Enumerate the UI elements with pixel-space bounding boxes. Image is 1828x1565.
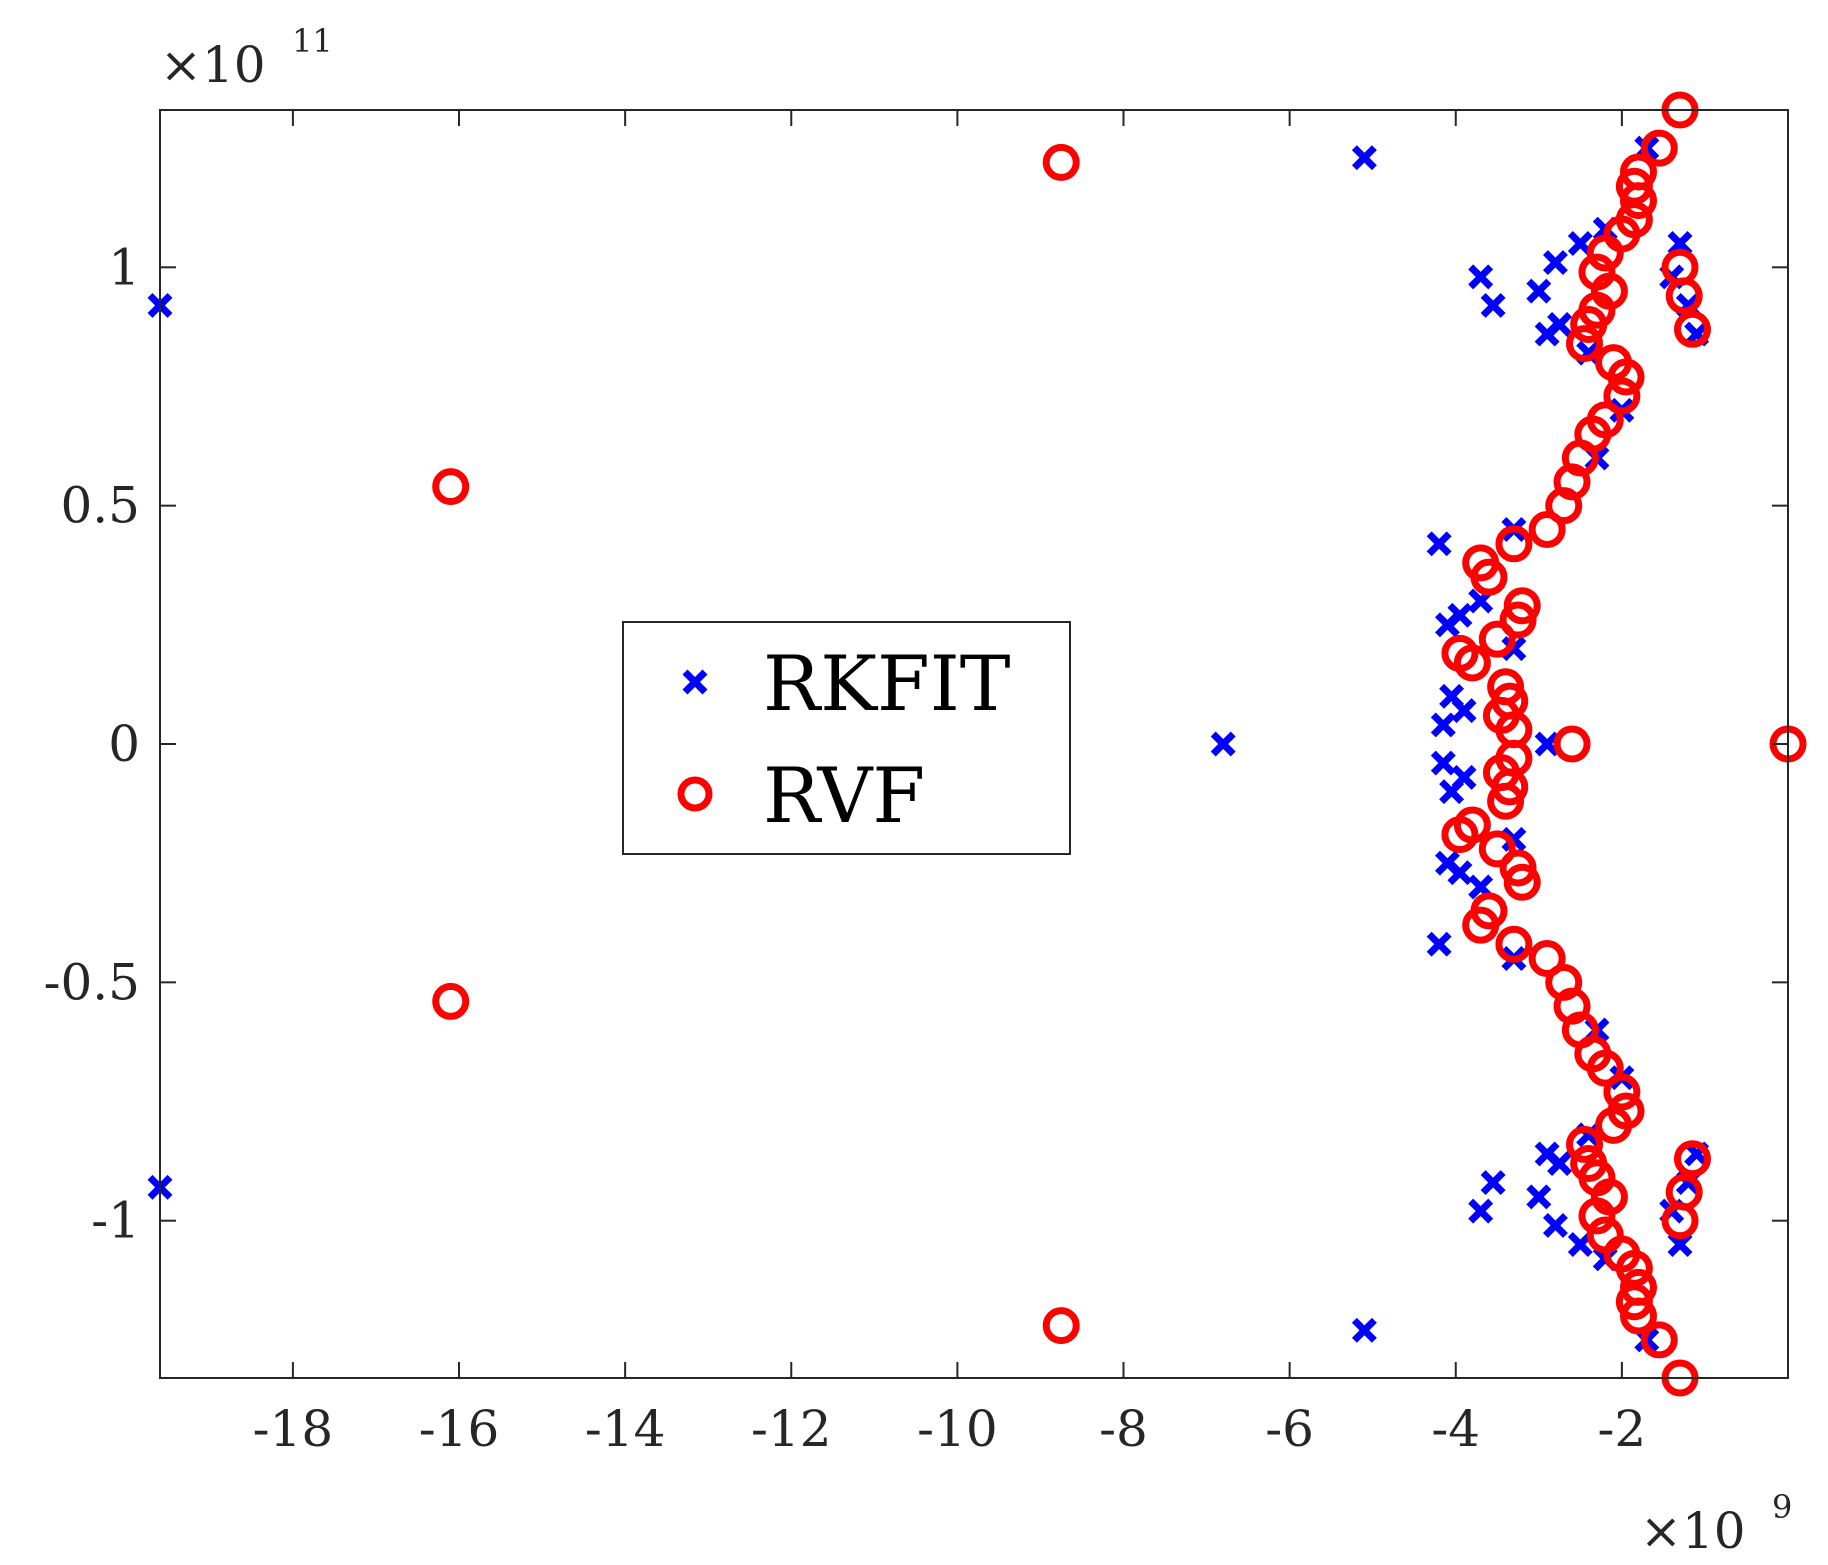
data-point-rvf xyxy=(1586,401,1624,439)
data-point-rvf xyxy=(1470,558,1508,596)
axes: -18 -16 -14 -12 -10 -8 -6 -4 -2 -1 -0.5 0 0.5 1 ×10 11 ×… xyxy=(44,22,1793,1560)
data-point-rvf xyxy=(1528,510,1566,548)
data-point-rkfit xyxy=(1501,826,1527,852)
data-point-rvf xyxy=(1595,1106,1633,1144)
x-tick-label: -8 xyxy=(1099,1400,1148,1458)
series-rvf xyxy=(432,91,1807,1397)
data-point-rkfit xyxy=(1547,312,1573,337)
x-tick-label: -6 xyxy=(1265,1400,1314,1458)
data-point-rvf xyxy=(1640,129,1678,167)
data-point-rkfit xyxy=(1447,602,1473,628)
data-point-rkfit xyxy=(1501,636,1527,662)
data-point-rvf xyxy=(1586,1049,1624,1087)
data-point-rvf xyxy=(1042,143,1080,181)
x-tick-label: -4 xyxy=(1431,1400,1480,1458)
data-point-rvf xyxy=(1619,153,1657,191)
data-point-rvf xyxy=(1673,310,1711,348)
data-point-rvf xyxy=(1495,925,1533,963)
data-point-rkfit xyxy=(1426,531,1452,557)
legend-label-rkfit: RKFIT xyxy=(763,639,1010,728)
data-point-rvf xyxy=(1042,1307,1080,1345)
x-tick-label: -2 xyxy=(1598,1400,1647,1458)
data-point-rvf xyxy=(1495,739,1533,777)
data-point-rvf xyxy=(1578,1197,1616,1235)
legend-box xyxy=(622,621,1071,855)
data-point-rkfit xyxy=(1447,860,1473,886)
data-point-rkfit xyxy=(1351,145,1377,171)
data-point-rvf xyxy=(1578,253,1616,291)
data-point-rvf xyxy=(1665,1173,1703,1211)
data-point-rkfit xyxy=(1480,292,1506,318)
data-point-rvf xyxy=(1665,277,1703,315)
data-point-rkfit xyxy=(1430,750,1456,776)
data-point-rkfit xyxy=(1542,1212,1568,1238)
data-point-rkfit xyxy=(1426,931,1452,957)
data-point-rvf xyxy=(1566,1125,1603,1163)
y-axis-multiplier-exponent: 11 xyxy=(292,22,333,60)
data-point-rkfit xyxy=(1534,731,1560,757)
y-tick-label: 0.5 xyxy=(60,477,140,535)
data-point-rvf xyxy=(1603,377,1641,415)
x-tick-label: -10 xyxy=(917,1400,998,1458)
data-point-rvf xyxy=(1640,1321,1678,1359)
data-point-rkfit xyxy=(1547,1151,1573,1176)
data-point-rkfit xyxy=(1430,712,1456,738)
data-point-rvf xyxy=(1453,644,1491,682)
y-tick-label: -0.5 xyxy=(44,953,140,1011)
data-point-rvf xyxy=(1499,849,1537,887)
data-series-layer xyxy=(147,91,1807,1397)
legend-marker-rkfit xyxy=(682,669,708,695)
legend-label-rvf: RVF xyxy=(763,751,925,840)
data-point-rvf xyxy=(1553,725,1591,763)
data-point-rvf xyxy=(1453,806,1491,844)
x-tick-label: -16 xyxy=(419,1400,500,1458)
legend: RKFIT RVF xyxy=(622,621,1071,855)
data-point-rvf xyxy=(432,982,470,1020)
y-tick-label: 1 xyxy=(108,238,140,296)
data-point-rvf xyxy=(1566,325,1603,363)
data-point-rvf xyxy=(1478,620,1516,658)
data-point-rvf xyxy=(1673,1140,1711,1178)
data-point-rvf xyxy=(432,468,470,506)
legend-marker-rvf xyxy=(677,776,713,812)
data-point-rkfit xyxy=(1451,698,1477,724)
data-point-rkfit xyxy=(1542,250,1568,276)
x-axis-multiplier: ×10 xyxy=(1640,1502,1746,1560)
data-point-rkfit xyxy=(1526,278,1552,304)
data-point-rvf xyxy=(1495,525,1533,563)
data-point-rvf xyxy=(1470,892,1508,930)
data-point-rvf xyxy=(1478,830,1516,868)
data-point-rkfit xyxy=(1480,1170,1506,1196)
x-axis-multiplier-exponent: 9 xyxy=(1772,1488,1792,1526)
data-point-rvf xyxy=(1619,1297,1657,1335)
data-point-rkfit xyxy=(1351,1317,1377,1343)
data-point-rvf xyxy=(1603,1073,1641,1111)
data-point-rkfit xyxy=(1526,1184,1552,1210)
x-tick-label: -12 xyxy=(751,1400,832,1458)
y-axis-multiplier: ×10 xyxy=(160,36,266,94)
data-point-rkfit xyxy=(1451,764,1477,790)
y-tick-label: 0 xyxy=(108,715,140,773)
data-point-rvf xyxy=(1499,601,1537,639)
x-tick-label: -14 xyxy=(585,1400,666,1458)
data-point-rkfit xyxy=(1468,1198,1494,1224)
data-point-rvf xyxy=(1595,344,1633,382)
data-point-rvf xyxy=(1528,940,1566,978)
data-point-rkfit xyxy=(1210,731,1236,757)
y-tick-label: -1 xyxy=(91,1192,140,1250)
data-point-rkfit xyxy=(1468,264,1494,290)
x-tick-label: -18 xyxy=(253,1400,334,1458)
